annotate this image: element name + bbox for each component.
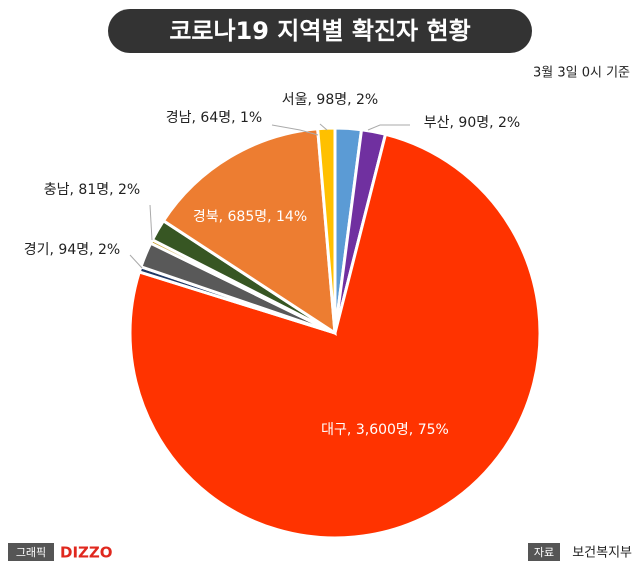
chart-subtitle: 3월 3일 0시 기준 xyxy=(533,66,630,81)
source-label: 자료 xyxy=(534,546,554,559)
leader-line xyxy=(149,204,153,241)
title-pill xyxy=(108,9,532,53)
pie-slice xyxy=(316,126,337,334)
source-badge xyxy=(528,543,560,561)
pie-slice xyxy=(128,132,542,540)
leader-line xyxy=(129,254,143,269)
leader-line xyxy=(271,124,319,136)
data-label: 경남, 64명, 1% xyxy=(166,110,262,126)
leader-line xyxy=(367,124,410,131)
data-label: 충남, 81명, 2% xyxy=(44,182,140,198)
credit: DIZZO xyxy=(60,544,113,562)
data-label: 경기, 94명, 2% xyxy=(24,242,120,258)
data-label: 부산, 90명, 2% xyxy=(424,115,520,131)
pie xyxy=(128,126,542,540)
data-label: 경북, 685명, 14% xyxy=(193,209,307,225)
data-label: 서울, 98명, 2% xyxy=(282,92,378,108)
chart-title: 코로나19 지역별 확진자 현황 xyxy=(169,17,470,45)
source: 보건복지부 xyxy=(572,546,632,561)
graphic-label: 그래픽 xyxy=(16,546,46,559)
graphic-badge xyxy=(8,543,54,561)
leader-line xyxy=(319,123,328,131)
data-label: 대구, 3,600명, 75% xyxy=(321,422,449,438)
